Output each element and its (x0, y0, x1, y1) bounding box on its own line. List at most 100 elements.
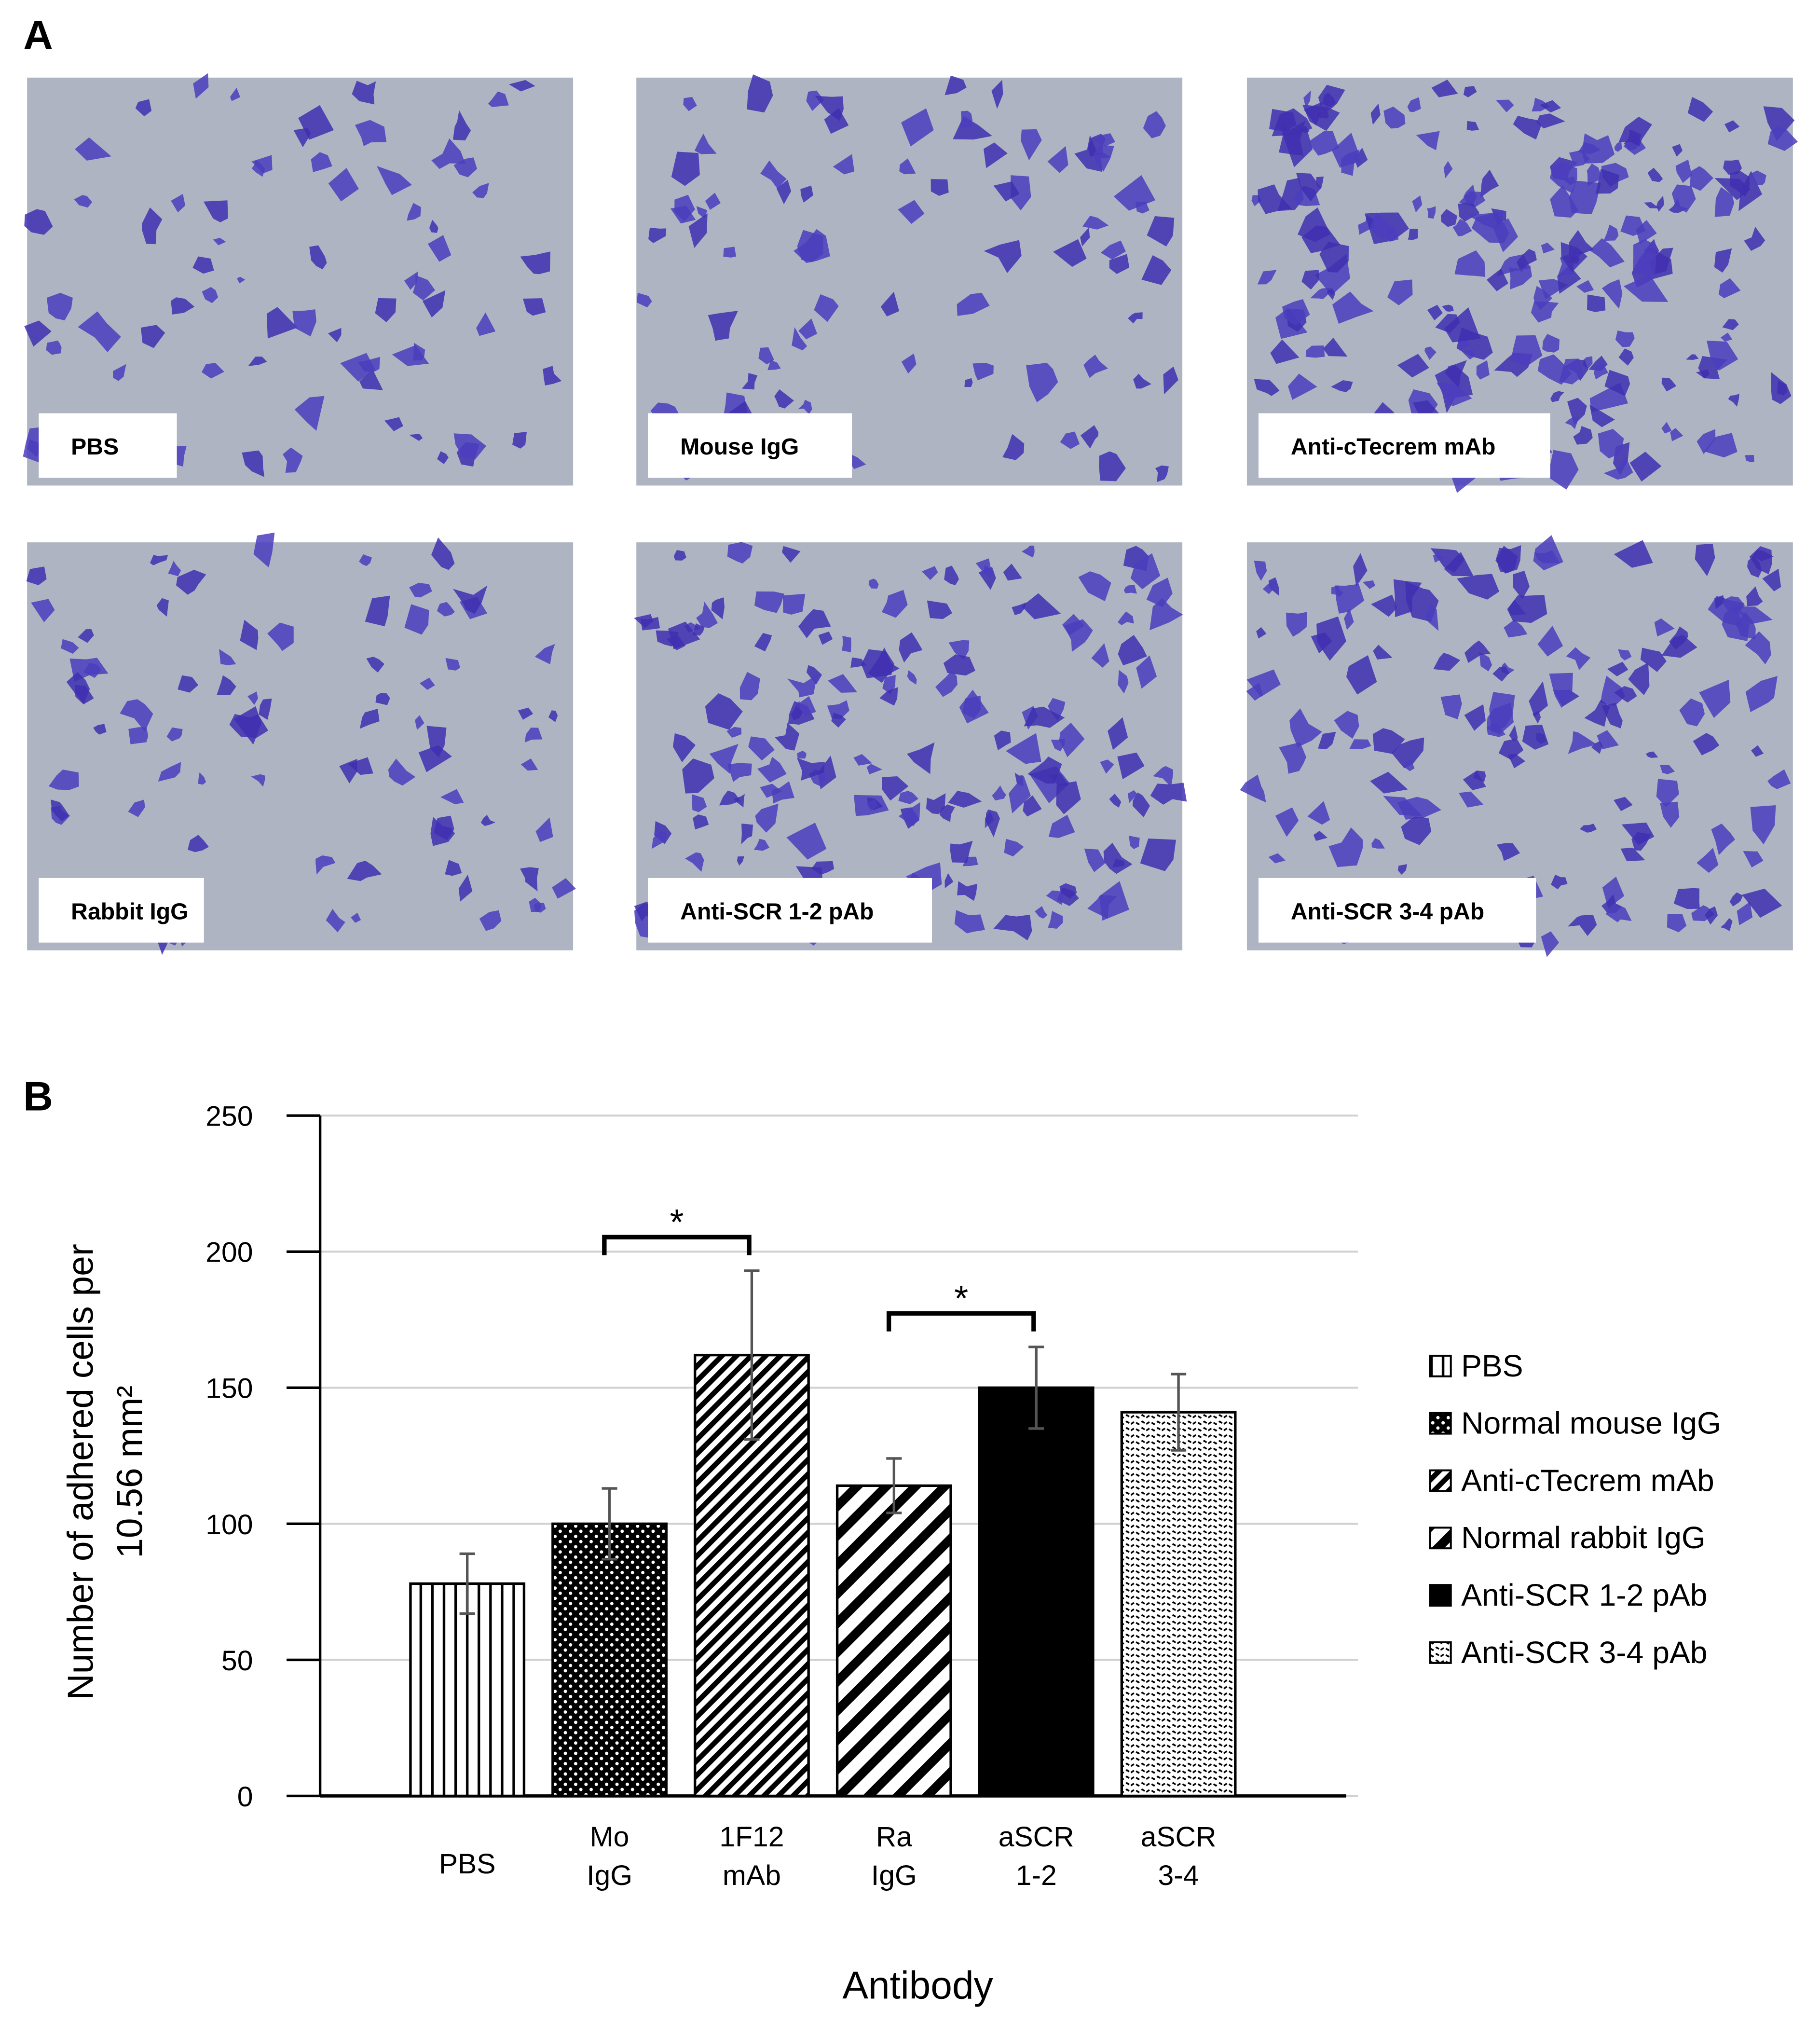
cell (458, 874, 473, 902)
cell (1576, 280, 1594, 293)
cell (359, 370, 383, 390)
cell (347, 861, 382, 881)
cell (1620, 848, 1645, 862)
cell (1383, 107, 1406, 129)
cell (1593, 363, 1608, 380)
cell (1307, 801, 1330, 825)
cell (1082, 216, 1109, 230)
cell (384, 417, 403, 431)
cell (1318, 84, 1345, 113)
cell (366, 657, 384, 673)
cell (866, 799, 878, 811)
cell (767, 360, 781, 371)
cell (824, 108, 849, 134)
cell (409, 434, 423, 441)
cell (298, 105, 334, 140)
cell (1282, 299, 1310, 326)
cell (1004, 839, 1024, 857)
cell (150, 555, 168, 565)
cell (1573, 426, 1593, 445)
cell (1567, 255, 1580, 264)
cell (1763, 106, 1795, 141)
cell (1401, 816, 1432, 845)
cell (1046, 890, 1063, 905)
cell (453, 433, 487, 460)
cell (1767, 769, 1791, 789)
cell (747, 74, 773, 113)
cell (1550, 391, 1564, 402)
cell (535, 817, 553, 842)
cell (787, 674, 818, 698)
cell (83, 662, 102, 678)
x-axis-label: Antibody (842, 1964, 993, 2008)
cell (771, 781, 795, 804)
cell (1628, 662, 1650, 695)
cell (472, 183, 489, 198)
cell (365, 595, 390, 627)
cell (1118, 635, 1147, 666)
cell (1580, 824, 1597, 833)
cell (1262, 580, 1277, 594)
cell (1695, 543, 1715, 577)
cell (1397, 864, 1407, 875)
cell (1498, 738, 1524, 760)
cell (24, 320, 52, 347)
cell (1026, 362, 1058, 402)
cell (422, 290, 446, 318)
cell (927, 600, 953, 619)
cell (796, 696, 816, 715)
cell (818, 632, 833, 645)
cell (1275, 807, 1299, 837)
cell (1567, 914, 1597, 936)
significance-bracket (602, 1235, 752, 1255)
cell (1618, 348, 1634, 366)
cell (128, 727, 149, 744)
cell (1604, 370, 1630, 396)
cell (520, 867, 539, 892)
cell (685, 852, 704, 872)
cell (1603, 224, 1619, 241)
cell (427, 235, 452, 262)
significance-label: * (670, 1202, 684, 1242)
cell (1661, 422, 1672, 434)
cell (1370, 103, 1381, 125)
cell (168, 561, 181, 577)
cell (1024, 706, 1065, 728)
cell (251, 159, 265, 177)
cell (419, 677, 435, 690)
cell (1615, 330, 1635, 347)
cell (1673, 888, 1700, 909)
cell (452, 585, 488, 614)
cell (1534, 550, 1560, 564)
cell (78, 311, 121, 352)
cell (1479, 652, 1492, 672)
cell (1349, 739, 1371, 750)
cell (1147, 216, 1175, 247)
cell (957, 292, 990, 316)
cell (1529, 681, 1548, 717)
micrograph: Mouse IgG (636, 74, 1183, 486)
cell (75, 685, 94, 704)
cell (1163, 366, 1178, 395)
cell (673, 550, 686, 561)
cell (758, 347, 774, 365)
cell (1728, 394, 1739, 407)
cell (1087, 894, 1117, 919)
cell (1743, 851, 1764, 867)
cell (1487, 268, 1508, 291)
cell (26, 566, 47, 585)
cell (1384, 225, 1399, 242)
cell (1762, 568, 1781, 591)
cell (1722, 596, 1745, 614)
legend-swatch (1429, 1584, 1452, 1607)
cell (1047, 146, 1068, 173)
cell (431, 537, 455, 570)
cell (1459, 791, 1484, 808)
cell (641, 617, 660, 631)
cell (1109, 254, 1130, 274)
micrograph: PBS (23, 73, 574, 486)
cell (242, 450, 265, 477)
cell (292, 309, 316, 337)
cell (935, 671, 958, 697)
cell (1737, 901, 1753, 925)
